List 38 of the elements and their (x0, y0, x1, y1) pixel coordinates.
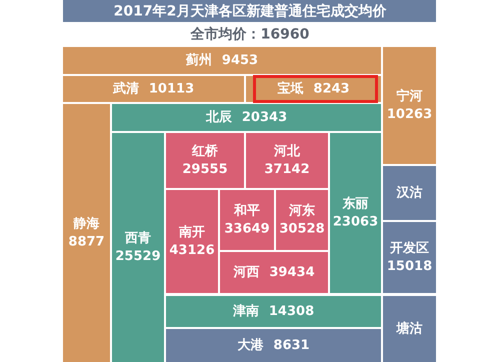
data-label: 33649 (224, 221, 270, 236)
text: 2017年2月天津各区新建普通住宅成交均价 (114, 2, 388, 20)
category-label: 东丽 (342, 195, 368, 212)
category-label: 大港 (237, 338, 264, 353)
data-label: 10113 (148, 81, 194, 96)
category-label: 南开 (178, 224, 205, 240)
category-label: 塘沽 (396, 320, 422, 336)
category-label: 宁河 (396, 88, 422, 104)
data-label: 9453 (222, 52, 258, 68)
category-label: 河东 (288, 202, 315, 218)
data-label: 8631 (273, 338, 310, 353)
category-label: 开发区 (389, 240, 429, 256)
data-label: 39434 (269, 264, 315, 280)
category-label: 蓟州 (184, 52, 212, 68)
category-label: 河西 (232, 264, 260, 280)
category-label: 红桥 (191, 144, 219, 159)
data-label: 30528 (279, 221, 325, 236)
data-label: 43126 (169, 242, 215, 258)
category-label: 北辰 (204, 110, 233, 125)
category-label: 武清 (112, 81, 139, 96)
category-label: 河北 (273, 144, 301, 159)
category-label: 静海 (72, 216, 100, 232)
category-label: 和平 (233, 202, 260, 218)
data-label: 10263 (386, 106, 432, 122)
category-label: 西青 (124, 230, 151, 246)
data-label: 8243 (313, 81, 350, 96)
data-label: 15018 (386, 258, 432, 274)
category-label: 津南 (232, 304, 259, 319)
data-label: 29555 (182, 162, 228, 177)
category-label: 宝坻 (277, 80, 304, 96)
data-label: 20343 (242, 110, 288, 125)
data-label: 23063 (332, 214, 378, 230)
category-label: 汉沽 (396, 185, 422, 200)
data-label: 14308 (268, 304, 314, 319)
data-label: 25529 (115, 248, 161, 264)
data-label: 37142 (264, 162, 310, 177)
data-label: 8877 (68, 234, 105, 250)
text: 全市均价：16960 (190, 26, 310, 43)
